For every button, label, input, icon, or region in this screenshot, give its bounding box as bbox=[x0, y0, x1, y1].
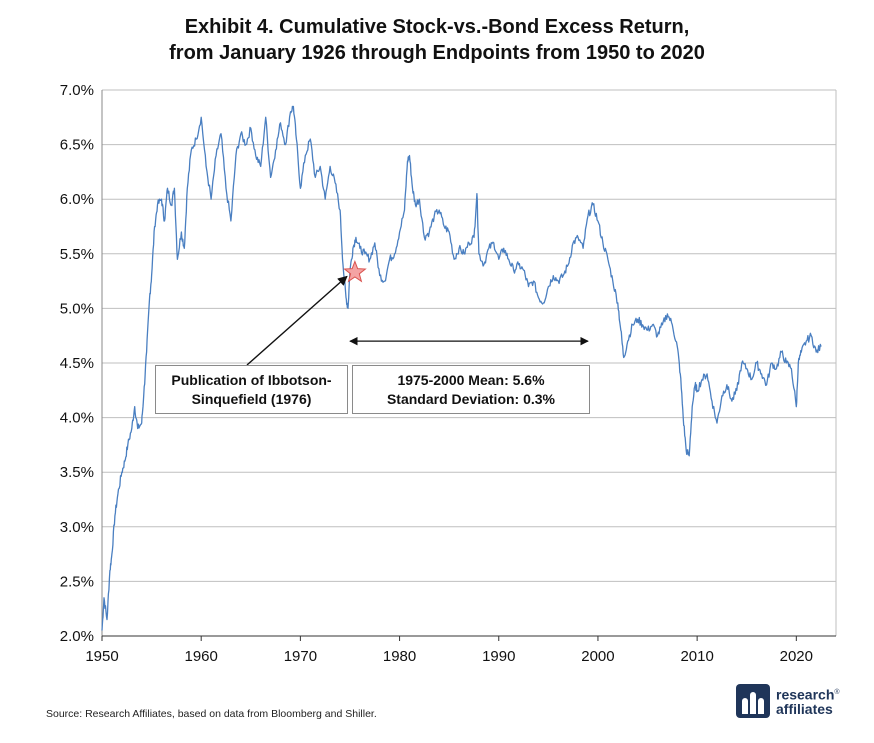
y-tick-label: 3.0% bbox=[60, 519, 94, 536]
y-axis-tick-labels: 2.0% 2.5% 3.0% 3.5% 4.0% 4.5% 5.0% 5.5% 6.0% 6.5%… bbox=[60, 82, 94, 645]
annotation-layer bbox=[246, 259, 589, 366]
mean-annotation: 1975-2000 Mean: 5.6% Standard Deviation:… bbox=[352, 365, 590, 414]
y-tick-label: 4.5% bbox=[60, 355, 94, 372]
publication-annotation-line-1: Publication of Ibbotson- bbox=[171, 372, 332, 388]
x-tick-label: 2010 bbox=[680, 648, 713, 665]
logo-text: research® affiliates bbox=[776, 685, 840, 718]
mean-annotation-line-2: Standard Deviation: 0.3% bbox=[386, 391, 556, 407]
x-tick-label: 1970 bbox=[284, 648, 317, 665]
x-tick-label: 1950 bbox=[85, 648, 118, 665]
publication-star-marker bbox=[343, 259, 367, 283]
y-tick-label: 5.5% bbox=[60, 246, 94, 263]
chart-title: Exhibit 4. Cumulative Stock-vs.-Bond Exc… bbox=[0, 14, 874, 66]
grid-lines bbox=[102, 89, 836, 637]
publication-annotation: Publication of Ibbotson- Sinquefield (19… bbox=[155, 365, 348, 414]
x-tick-label: 2000 bbox=[581, 648, 614, 665]
y-tick-label: 5.0% bbox=[60, 300, 94, 317]
logo-mark-icon bbox=[736, 684, 770, 718]
x-tick-label: 1990 bbox=[482, 648, 515, 665]
y-tick-label: 2.0% bbox=[60, 628, 94, 645]
y-tick-label: 3.5% bbox=[60, 464, 94, 481]
series-line-0 bbox=[101, 105, 822, 631]
y-tick-label: 7.0% bbox=[60, 82, 94, 99]
publication-annotation-line-2: Sinquefield (1976) bbox=[191, 391, 312, 407]
source-note: Source: Research Affiliates, based on da… bbox=[46, 708, 377, 720]
y-tick-label: 2.5% bbox=[60, 573, 94, 590]
logo-text-line-1: research bbox=[776, 686, 835, 703]
x-axis-tick-labels: 1950 1960 1970 1980 1990 2000 2010 2020 bbox=[85, 648, 813, 665]
y-tick-label: 4.0% bbox=[60, 410, 94, 427]
x-tick-label: 1960 bbox=[185, 648, 218, 665]
mean-annotation-line-1: 1975-2000 Mean: 5.6% bbox=[397, 372, 545, 388]
logo-text-line-2: affiliates bbox=[776, 701, 833, 718]
chart-title-line-1: Exhibit 4. Cumulative Stock-vs.-Bond Exc… bbox=[184, 16, 690, 38]
y-tick-label: 6.0% bbox=[60, 191, 94, 208]
axes bbox=[101, 90, 837, 641]
research-affiliates-logo: research® affiliates bbox=[736, 684, 840, 718]
y-tick-label: 6.5% bbox=[60, 137, 94, 154]
logo-registered-mark: ® bbox=[834, 688, 840, 696]
chart-title-line-2: from January 1926 through Endpoints from… bbox=[169, 42, 705, 64]
publication-pointer-arrow bbox=[246, 275, 348, 366]
x-tick-label: 1980 bbox=[383, 648, 416, 665]
series-layer bbox=[101, 105, 822, 631]
x-tick-label: 2020 bbox=[780, 648, 813, 665]
